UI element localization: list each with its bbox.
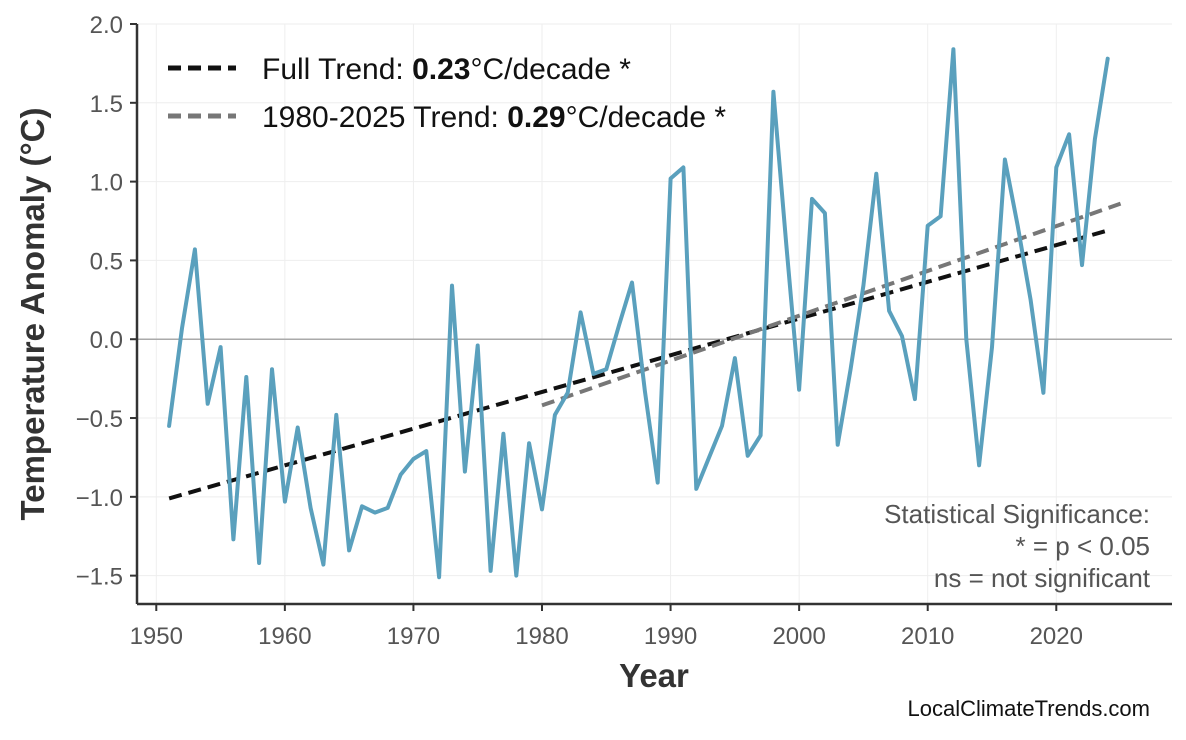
x-tick-label: 1960 [258,623,311,650]
source-credit: LocalClimateTrends.com [908,696,1151,721]
y-tick-label: 2.0 [90,12,123,39]
y-tick-label: 1.0 [90,170,123,197]
y-tick-label: −0.5 [76,406,123,433]
x-tick-label: 1950 [130,623,183,650]
x-tick-labels: 1950 1960 1970 1980 1990 2000 2010 2020 [130,623,1083,650]
y-tick-labels: −1.5 −1.0 −0.5 0.0 0.5 1.0 1.5 2.0 [76,12,123,591]
y-tick-label: 0.5 [90,248,123,275]
annotation-line-3: ns = not significant [934,563,1151,593]
legend-label-full-trend: Full Trend: 0.23°C/decade * [262,53,631,86]
y-tick-label: −1.0 [76,485,123,512]
trend-line-full [168,228,1109,501]
annotation-line-1: Statistical Significance: [884,499,1150,529]
x-axis-label: Year [619,657,689,694]
x-tick-label: 2010 [901,623,954,650]
series-line [167,47,1110,580]
y-axis-label: Temperature Anomaly (°C) [14,108,51,521]
x-tick-label: 1990 [644,623,697,650]
axes [130,23,1172,611]
y-tick-label: 0.0 [90,327,123,354]
y-tick-label: 1.5 [90,91,123,118]
annotation-line-2: * = p < 0.05 [1016,531,1150,561]
y-tick-label: −1.5 [76,564,123,591]
legend-label-1980-trend: 1980-2025 Trend: 0.29°C/decade * [262,101,726,134]
x-tick-label: 2020 [1030,623,1083,650]
x-tick-label: 2000 [772,623,825,650]
data-series [167,47,1110,580]
significance-annotation: Statistical Significance: * = p < 0.05 n… [884,499,1151,593]
legend: Full Trend: 0.23°C/decade * 1980-2025 Tr… [168,53,726,134]
x-tick-label: 1970 [387,623,440,650]
x-tick-label: 1980 [515,623,568,650]
